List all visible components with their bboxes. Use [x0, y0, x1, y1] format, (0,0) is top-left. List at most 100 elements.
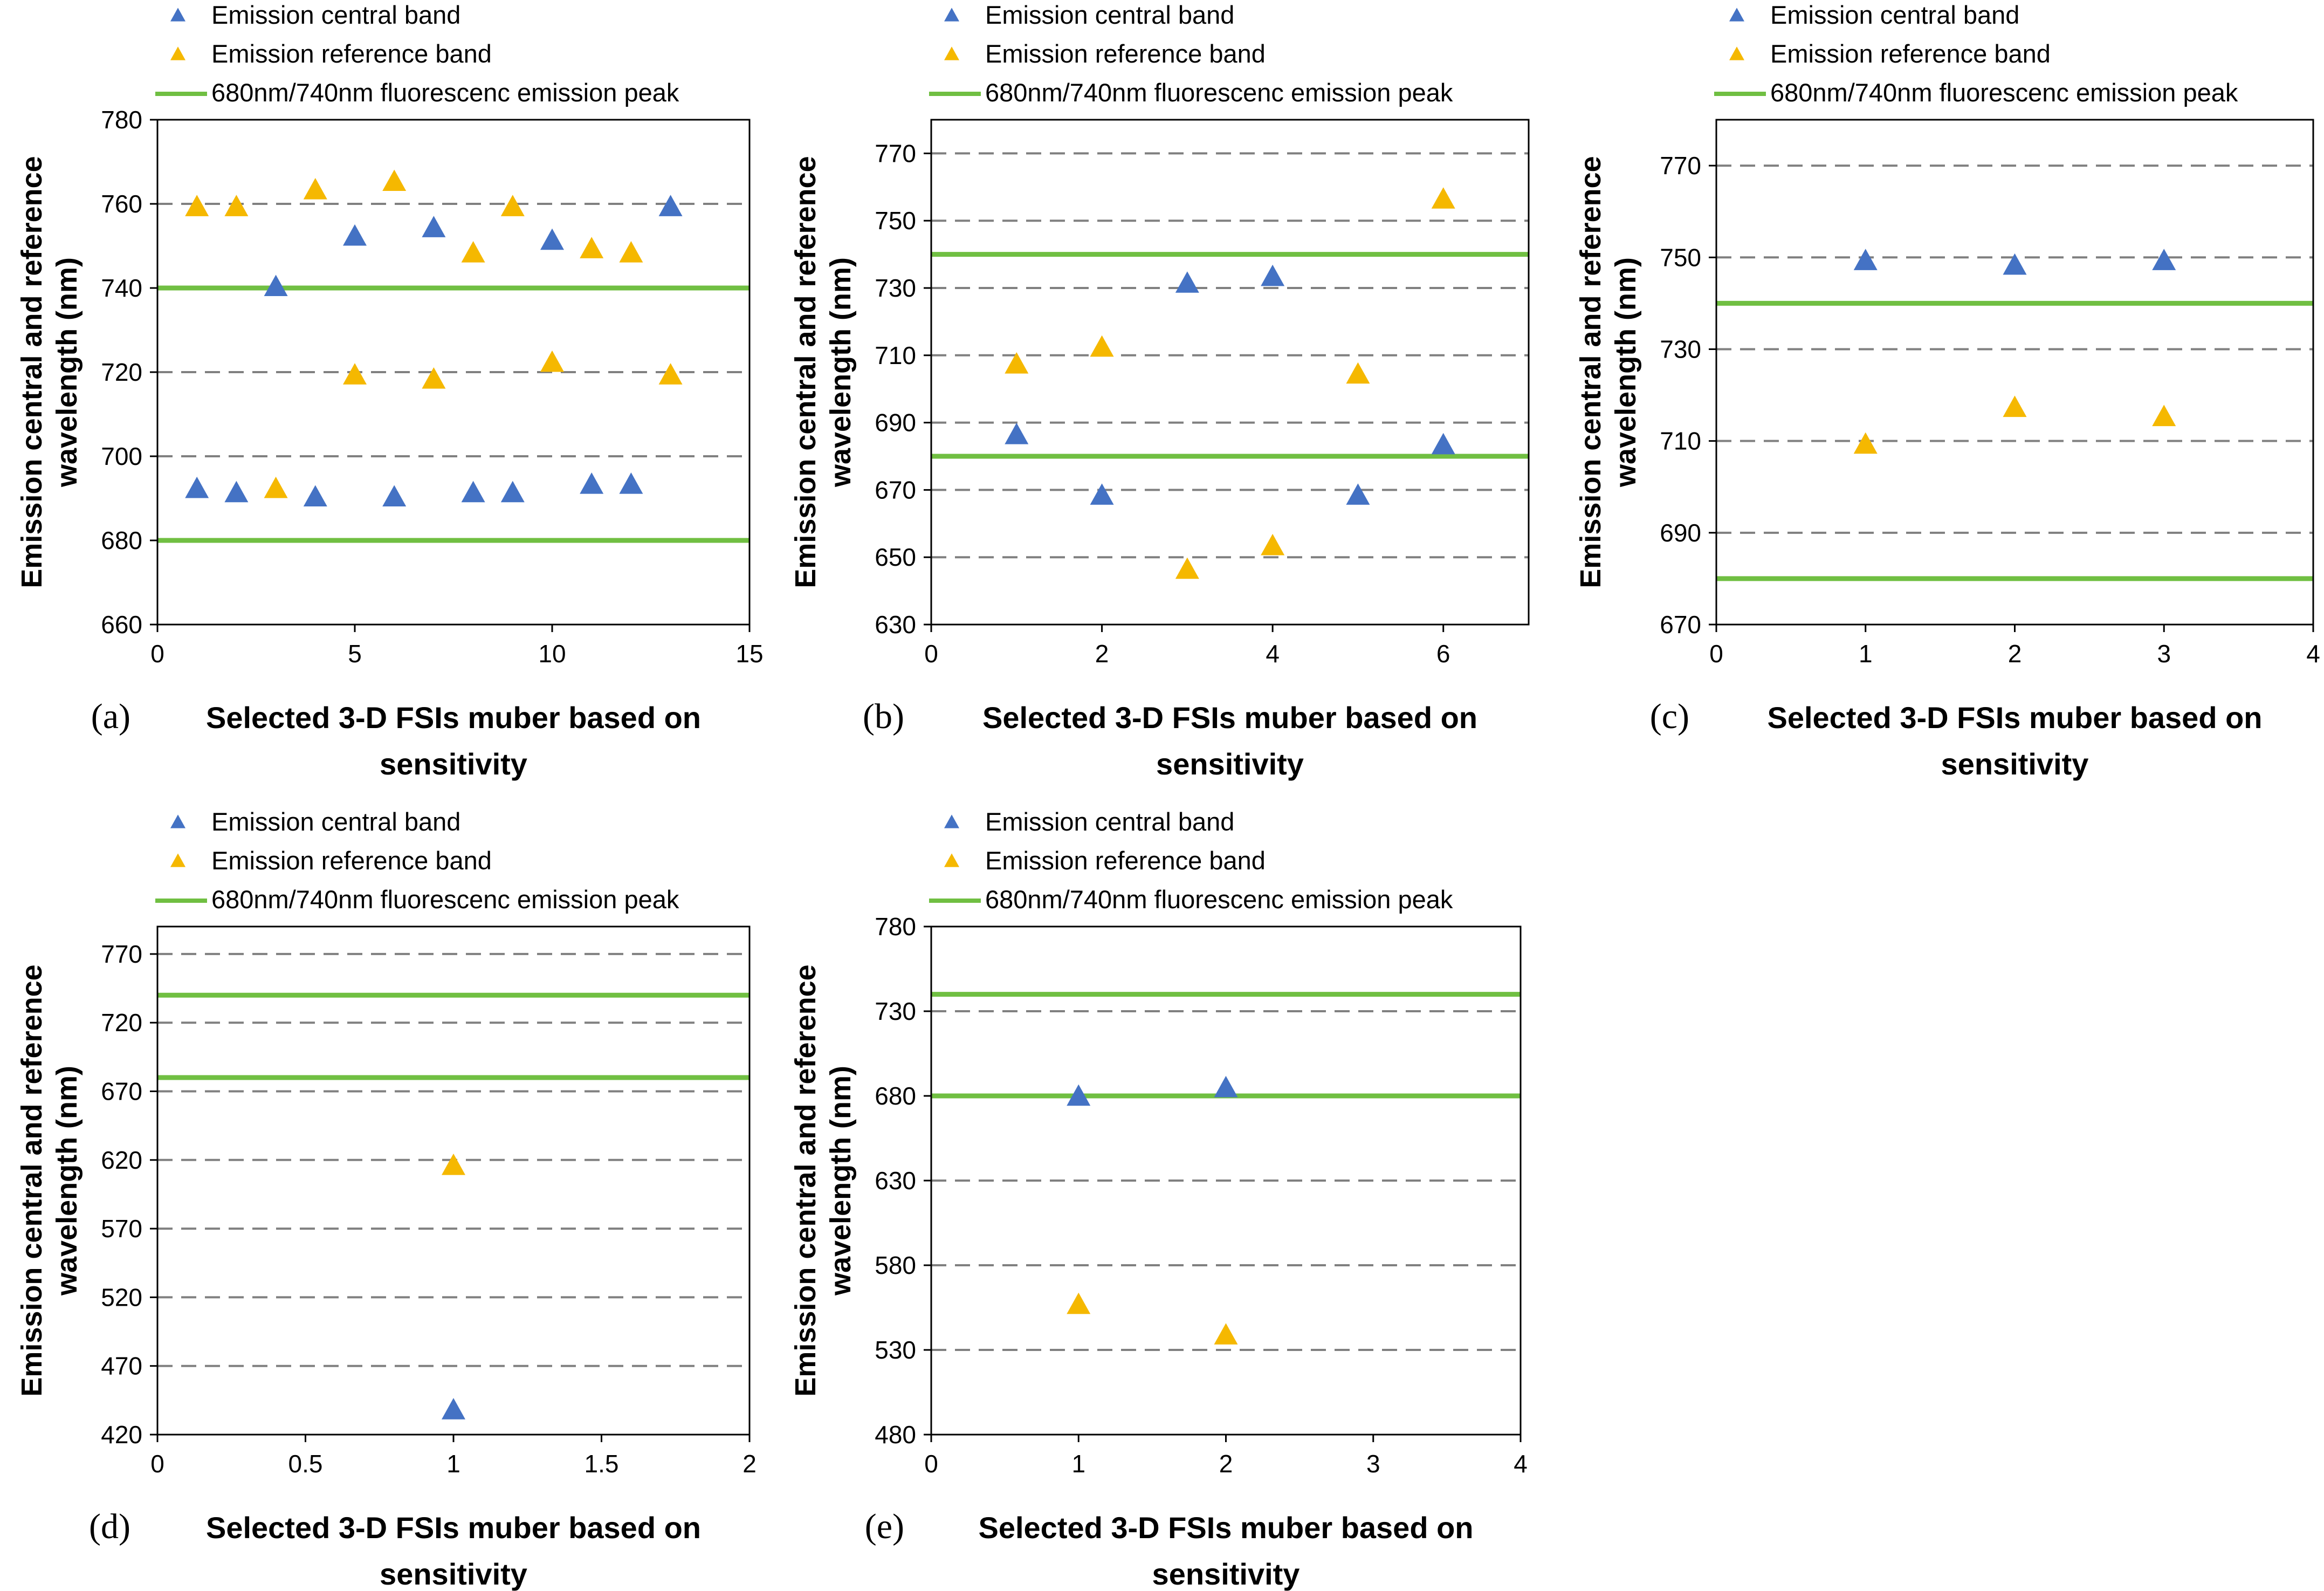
- plot-frame: [930, 119, 1530, 626]
- legend-label-reference: Emission reference band: [985, 846, 1266, 875]
- y-tick-label: 630: [875, 1167, 916, 1195]
- legend-label-reference: Emission reference band: [1770, 39, 2051, 68]
- data-point-central: [540, 228, 564, 250]
- x-tick-label: 6: [1436, 640, 1450, 668]
- x-axis-label-line1: Selected 3-D FSIs muber based on: [982, 701, 1477, 735]
- x-tick-label: 3: [2157, 640, 2171, 668]
- y-axis-label-line2: wavelength (nm): [824, 1066, 857, 1296]
- data-point-reference: [1431, 187, 1455, 209]
- legend-label-peak: 680nm/740nm fluorescenc emission peak: [1770, 78, 2238, 107]
- x-axis-label-line2: sensitivity: [380, 1557, 527, 1591]
- y-tick-label: 730: [875, 274, 916, 302]
- legend-label-central: Emission central band: [985, 807, 1234, 836]
- chart-panel-c: Emission central band Emission reference …: [1574, 1, 2320, 781]
- panel-label: (d): [89, 1507, 130, 1546]
- y-tick-label: 620: [101, 1146, 142, 1174]
- x-tick-label: 5: [348, 640, 362, 668]
- plot-frame: [1715, 119, 2314, 626]
- y-tick-label: 670: [1660, 611, 1701, 639]
- x-tick-label: 2: [1095, 640, 1109, 668]
- data-point-central: [580, 472, 604, 494]
- data-point-central: [619, 472, 643, 494]
- data-point-reference: [224, 195, 249, 216]
- y-tick-label: 660: [101, 611, 142, 639]
- data-point-central: [461, 481, 485, 503]
- data-point-central: [1005, 423, 1029, 444]
- data-point-central: [1431, 433, 1455, 455]
- x-tick-label: 0: [924, 1450, 938, 1478]
- y-tick-label: 720: [101, 358, 142, 386]
- y-tick-label: 580: [875, 1251, 916, 1279]
- x-tick-label: 15: [735, 640, 763, 668]
- y-tick-label: 690: [1660, 519, 1701, 547]
- y-tick-label: 630: [875, 611, 916, 639]
- y-tick-label: 670: [875, 476, 916, 504]
- data-point-reference: [580, 237, 604, 258]
- data-point-reference: [500, 195, 525, 216]
- legend-label-central: Emission central band: [985, 1, 1234, 29]
- y-tick-label: 770: [875, 139, 916, 167]
- data-point-central: [185, 476, 209, 498]
- y-tick-label: 470: [101, 1352, 142, 1380]
- legend-label-peak: 680nm/740nm fluorescenc emission peak: [211, 78, 679, 107]
- data-point-reference: [2003, 395, 2027, 417]
- x-tick-label: 0.5: [288, 1450, 323, 1478]
- y-tick-label: 680: [875, 1082, 916, 1110]
- data-point-central: [1261, 264, 1285, 286]
- data-point-reference: [1853, 432, 1878, 454]
- data-point-central: [1090, 483, 1114, 505]
- legend-label-central: Emission central band: [211, 807, 460, 836]
- x-tick-label: 0: [150, 640, 164, 668]
- y-axis-label-line1: Emission central and reference: [1574, 156, 1607, 588]
- legend-label-reference: Emission reference band: [211, 846, 492, 875]
- data-point-central: [500, 481, 525, 503]
- data-point-central: [382, 485, 407, 507]
- data-point-central: [224, 481, 249, 503]
- legend-marker-central: [170, 8, 185, 22]
- data-point-central: [1853, 249, 1878, 270]
- x-tick-label: 10: [538, 640, 566, 668]
- x-tick-label: 1: [1071, 1450, 1085, 1478]
- y-tick-label: 480: [875, 1421, 916, 1449]
- data-point-central: [2152, 249, 2176, 270]
- x-tick-label: 0: [924, 640, 938, 668]
- y-tick-label: 700: [101, 442, 142, 470]
- panel-label: (e): [865, 1507, 904, 1546]
- x-tick-label: 4: [1514, 1450, 1528, 1478]
- panel-label: (c): [1650, 697, 1689, 736]
- x-tick-label: 1.5: [585, 1450, 619, 1478]
- data-point-reference: [540, 350, 564, 372]
- y-tick-label: 690: [875, 409, 916, 437]
- x-tick-label: 3: [1366, 1450, 1380, 1478]
- data-point-reference: [303, 178, 327, 200]
- y-tick-label: 520: [101, 1283, 142, 1311]
- data-point-reference: [442, 1153, 465, 1175]
- y-axis-label-line1: Emission central and reference: [16, 964, 48, 1396]
- chart-panel-b: Emission central band Emission reference …: [789, 1, 1530, 781]
- y-axis-label-line2: wavelength (nm): [51, 257, 83, 488]
- y-tick-label: 420: [101, 1421, 142, 1449]
- legend-marker-central: [944, 8, 959, 22]
- data-point-central: [1067, 1084, 1091, 1106]
- y-tick-label: 780: [101, 106, 142, 134]
- data-point-central: [658, 195, 683, 216]
- legend-marker-central: [1729, 8, 1744, 22]
- data-point-central: [303, 485, 327, 507]
- x-tick-label: 2: [1219, 1450, 1233, 1478]
- data-point-reference: [185, 195, 209, 216]
- chart-panel-e: Emission central band Emission reference …: [789, 807, 1528, 1591]
- legend-marker-reference: [944, 853, 959, 867]
- y-axis-label-line2: wavelength (nm): [824, 257, 857, 488]
- legend-marker-central: [944, 814, 959, 828]
- x-axis-label-line1: Selected 3-D FSIs muber based on: [206, 1511, 701, 1545]
- data-point-reference: [658, 363, 683, 385]
- legend-label-peak: 680nm/740nm fluorescenc emission peak: [211, 885, 679, 914]
- data-point-reference: [343, 363, 367, 385]
- data-point-reference: [619, 241, 643, 263]
- y-tick-label: 750: [1660, 243, 1701, 271]
- legend-marker-reference: [170, 46, 185, 60]
- data-point-central: [264, 275, 288, 297]
- legend-label-peak: 680nm/740nm fluorescenc emission peak: [985, 78, 1453, 107]
- x-tick-label: 0: [150, 1450, 164, 1478]
- x-axis-label-line1: Selected 3-D FSIs muber based on: [206, 701, 701, 735]
